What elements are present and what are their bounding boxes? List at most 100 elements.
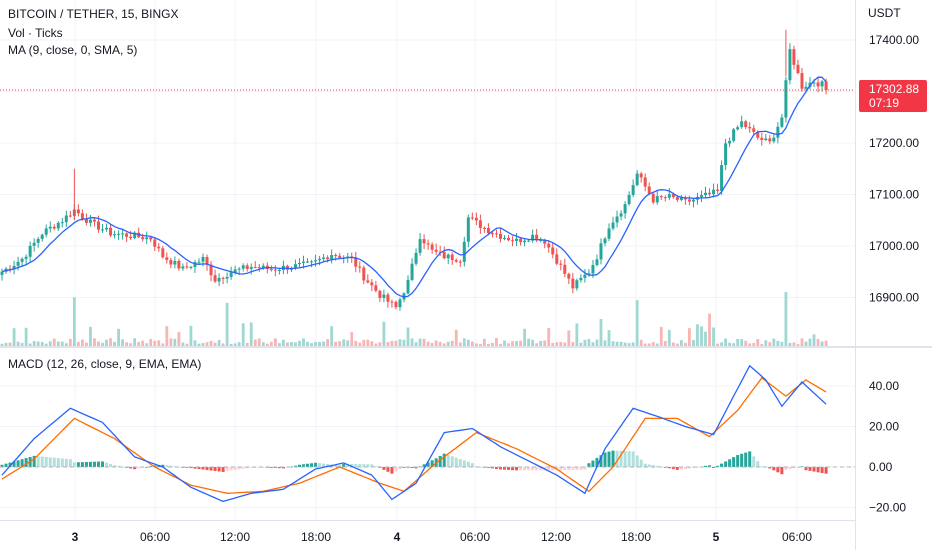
volume-bar	[796, 343, 800, 346]
volume-bar	[535, 343, 539, 346]
volume-bar	[257, 338, 261, 346]
volume-bar	[667, 329, 671, 346]
candle-body	[52, 226, 56, 229]
macd-histogram-bar	[438, 455, 442, 467]
volume-bar	[671, 342, 675, 346]
candle-body	[687, 199, 691, 202]
candle-body	[603, 238, 607, 244]
volume-bar	[294, 342, 297, 346]
macd-histogram-bar	[410, 467, 414, 468]
candle-body	[583, 274, 587, 278]
candle-body	[209, 264, 213, 276]
macd-histogram-bar	[587, 463, 591, 467]
volume-bar	[551, 342, 555, 346]
volume-bar	[567, 330, 571, 346]
macd-histogram-bar	[382, 467, 386, 470]
candle-body	[374, 285, 378, 291]
candle-body	[221, 277, 225, 279]
candle-body	[273, 269, 277, 271]
candle-body	[699, 195, 703, 197]
macd-histogram-bar	[68, 459, 72, 467]
candle-body	[12, 265, 16, 270]
macd-histogram-bar	[32, 455, 36, 467]
candle-body	[571, 278, 575, 289]
macd-histogram-bar	[772, 467, 776, 471]
candle-body	[486, 228, 490, 234]
volume-bar	[354, 341, 358, 346]
candle-body	[490, 233, 494, 235]
macd-histogram-bar	[704, 465, 707, 467]
volume-bar	[812, 334, 816, 346]
volume-bar	[720, 342, 723, 346]
candle-body	[740, 121, 744, 128]
macd-histogram-bar	[44, 456, 48, 467]
candle-body	[96, 221, 100, 230]
volume-bar	[659, 326, 663, 346]
macd-histogram-bar	[374, 466, 378, 467]
volume-bar	[503, 340, 506, 346]
volume-bar	[426, 341, 430, 346]
macd-histogram-bar	[619, 450, 623, 467]
macd-histogram-bar	[173, 466, 177, 468]
macd-histogram-bar	[426, 462, 430, 467]
candle-body	[201, 257, 205, 262]
macd-histogram-bar	[362, 464, 366, 467]
macd-histogram-bar	[277, 467, 281, 469]
macd-histogram-bar	[450, 456, 454, 467]
macd-histogram-bar	[197, 467, 201, 470]
volume-bar	[712, 327, 715, 346]
volume-bar	[635, 300, 639, 346]
time-axis[interactable]: 3 06:00 12:00 18:00 4 06:00 12:00 18:00 5 06:00	[72, 530, 813, 544]
volume-bar	[414, 342, 418, 346]
candle-body	[675, 197, 679, 200]
volume-bar	[768, 342, 772, 346]
macd-histogram-bar	[740, 453, 744, 467]
volume-bar	[302, 338, 305, 346]
macd-histogram-bar	[675, 467, 679, 470]
macd-histogram-bar	[752, 456, 756, 467]
candle-body	[297, 262, 301, 265]
volume-bar	[760, 343, 764, 346]
time-axis-label: 3	[72, 530, 79, 544]
candle-body	[60, 222, 64, 224]
candle-body	[732, 129, 736, 141]
volume-bar	[213, 342, 217, 346]
macd-axis[interactable]: 40.00 20.00 0.00 −20.00	[869, 379, 906, 515]
candle-body	[474, 217, 478, 221]
time-axis-label: 12:00	[220, 530, 250, 544]
volume-bar	[519, 340, 522, 346]
candle-body	[32, 242, 36, 246]
candle-body	[330, 254, 334, 260]
candle-body	[386, 294, 390, 302]
volume-bar	[647, 343, 651, 346]
candle-body	[125, 233, 129, 237]
macd-axis-tick: 20.00	[869, 420, 899, 434]
volume-bar	[386, 342, 390, 346]
volume-bar	[555, 342, 559, 346]
macd-legend[interactable]: MACD (12, 26, close, 9, EMA, EMA)	[8, 357, 202, 371]
volume-bar	[599, 319, 603, 346]
volume-bar	[732, 343, 736, 346]
volume-bar	[527, 338, 531, 346]
macd-histogram-bar	[56, 458, 60, 467]
macd-histogram-bar	[627, 451, 631, 467]
volume-legend[interactable]: Vol · Ticks	[8, 26, 63, 40]
macd-histogram-bar	[24, 458, 28, 467]
volume-bar	[253, 339, 257, 346]
volume-bar	[631, 342, 635, 346]
macd-histogram-bar	[780, 467, 784, 475]
macd-histogram-bar	[302, 464, 305, 467]
macd-histogram-bar	[241, 467, 245, 469]
macd-histogram-bar	[229, 467, 233, 471]
volume-bar	[784, 292, 788, 346]
macd-histogram-bar	[523, 467, 527, 471]
macd-histogram-bar	[515, 467, 519, 471]
candle-body	[253, 267, 257, 269]
symbol-legend[interactable]: BITCOIN / TETHER, 15, BINGX	[8, 7, 179, 21]
macd-histogram-bar	[720, 463, 724, 467]
volume-bar	[318, 342, 321, 346]
volume-bar	[233, 343, 237, 346]
ma-legend[interactable]: MA (9, close, 0, SMA, 5)	[8, 43, 138, 57]
price-axis[interactable]: USDT17400.0017300.0017200.0017100.001700…	[859, 6, 927, 305]
